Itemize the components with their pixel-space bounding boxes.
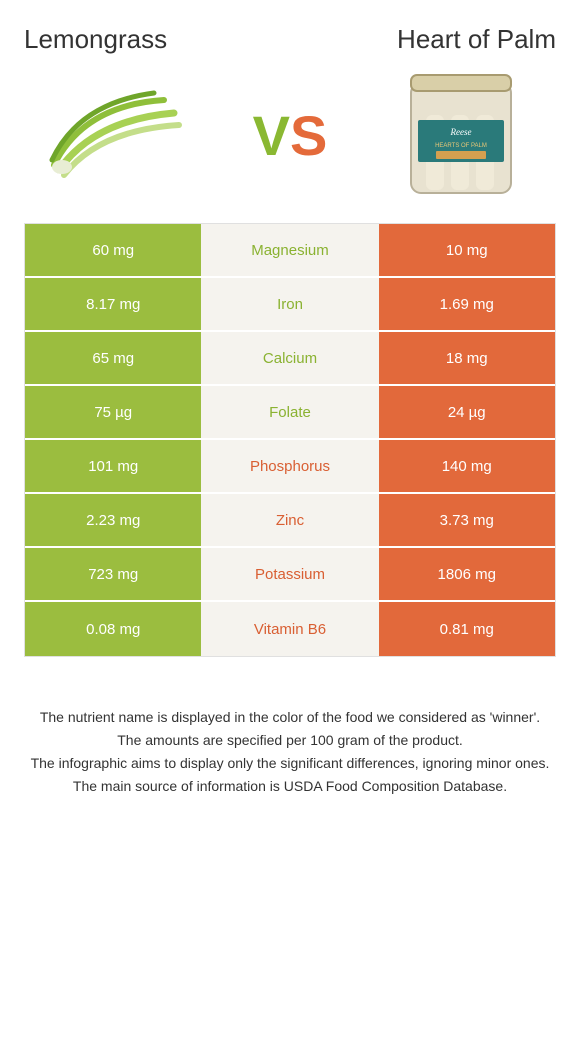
left-value: 0.08 mg <box>25 602 201 656</box>
vs-label: VS <box>253 103 328 168</box>
nutrient-name: Folate <box>201 386 378 438</box>
images-row: VS Reese HEARTS OF PALM <box>24 75 556 195</box>
left-value: 8.17 mg <box>25 278 201 330</box>
left-value: 65 mg <box>25 332 201 384</box>
left-value: 75 µg <box>25 386 201 438</box>
right-value: 3.73 mg <box>379 494 555 546</box>
left-value: 723 mg <box>25 548 201 600</box>
nutrient-name: Phosphorus <box>201 440 378 492</box>
footnote-line: The infographic aims to display only the… <box>30 753 550 774</box>
table-row: 723 mgPotassium1806 mg <box>25 548 555 602</box>
table-row: 8.17 mgIron1.69 mg <box>25 278 555 332</box>
vs-v: V <box>253 104 290 167</box>
nutrient-name: Potassium <box>201 548 378 600</box>
right-value: 10 mg <box>379 224 555 276</box>
table-row: 65 mgCalcium18 mg <box>25 332 555 386</box>
nutrient-name: Vitamin B6 <box>201 602 378 656</box>
right-value: 24 µg <box>379 386 555 438</box>
footnotes: The nutrient name is displayed in the co… <box>24 707 556 797</box>
right-value: 18 mg <box>379 332 555 384</box>
heart-of-palm-image: Reese HEARTS OF PALM <box>386 75 536 195</box>
nutrient-name: Zinc <box>201 494 378 546</box>
left-value: 60 mg <box>25 224 201 276</box>
lemongrass-image <box>44 75 194 195</box>
nutrient-name: Iron <box>201 278 378 330</box>
table-row: 75 µgFolate24 µg <box>25 386 555 440</box>
header: Lemongrass Heart of Palm <box>24 24 556 55</box>
left-value: 101 mg <box>25 440 201 492</box>
right-value: 1806 mg <box>379 548 555 600</box>
right-value: 1.69 mg <box>379 278 555 330</box>
nutrient-name: Calcium <box>201 332 378 384</box>
right-value: 140 mg <box>379 440 555 492</box>
footnote-line: The main source of information is USDA F… <box>30 776 550 797</box>
vs-s: S <box>290 104 327 167</box>
left-value: 2.23 mg <box>25 494 201 546</box>
svg-text:Reese: Reese <box>450 127 472 137</box>
nutrient-name: Magnesium <box>201 224 378 276</box>
right-value: 0.81 mg <box>379 602 555 656</box>
title-right: Heart of Palm <box>317 24 556 55</box>
svg-text:HEARTS OF PALM: HEARTS OF PALM <box>435 143 487 149</box>
table-row: 101 mgPhosphorus140 mg <box>25 440 555 494</box>
table-row: 2.23 mgZinc3.73 mg <box>25 494 555 548</box>
table-row: 0.08 mgVitamin B60.81 mg <box>25 602 555 656</box>
footnote-line: The amounts are specified per 100 gram o… <box>30 730 550 751</box>
nutrient-table: 60 mgMagnesium10 mg8.17 mgIron1.69 mg65 … <box>24 223 556 657</box>
footnote-line: The nutrient name is displayed in the co… <box>30 707 550 728</box>
table-row: 60 mgMagnesium10 mg <box>25 224 555 278</box>
title-left: Lemongrass <box>24 24 263 55</box>
